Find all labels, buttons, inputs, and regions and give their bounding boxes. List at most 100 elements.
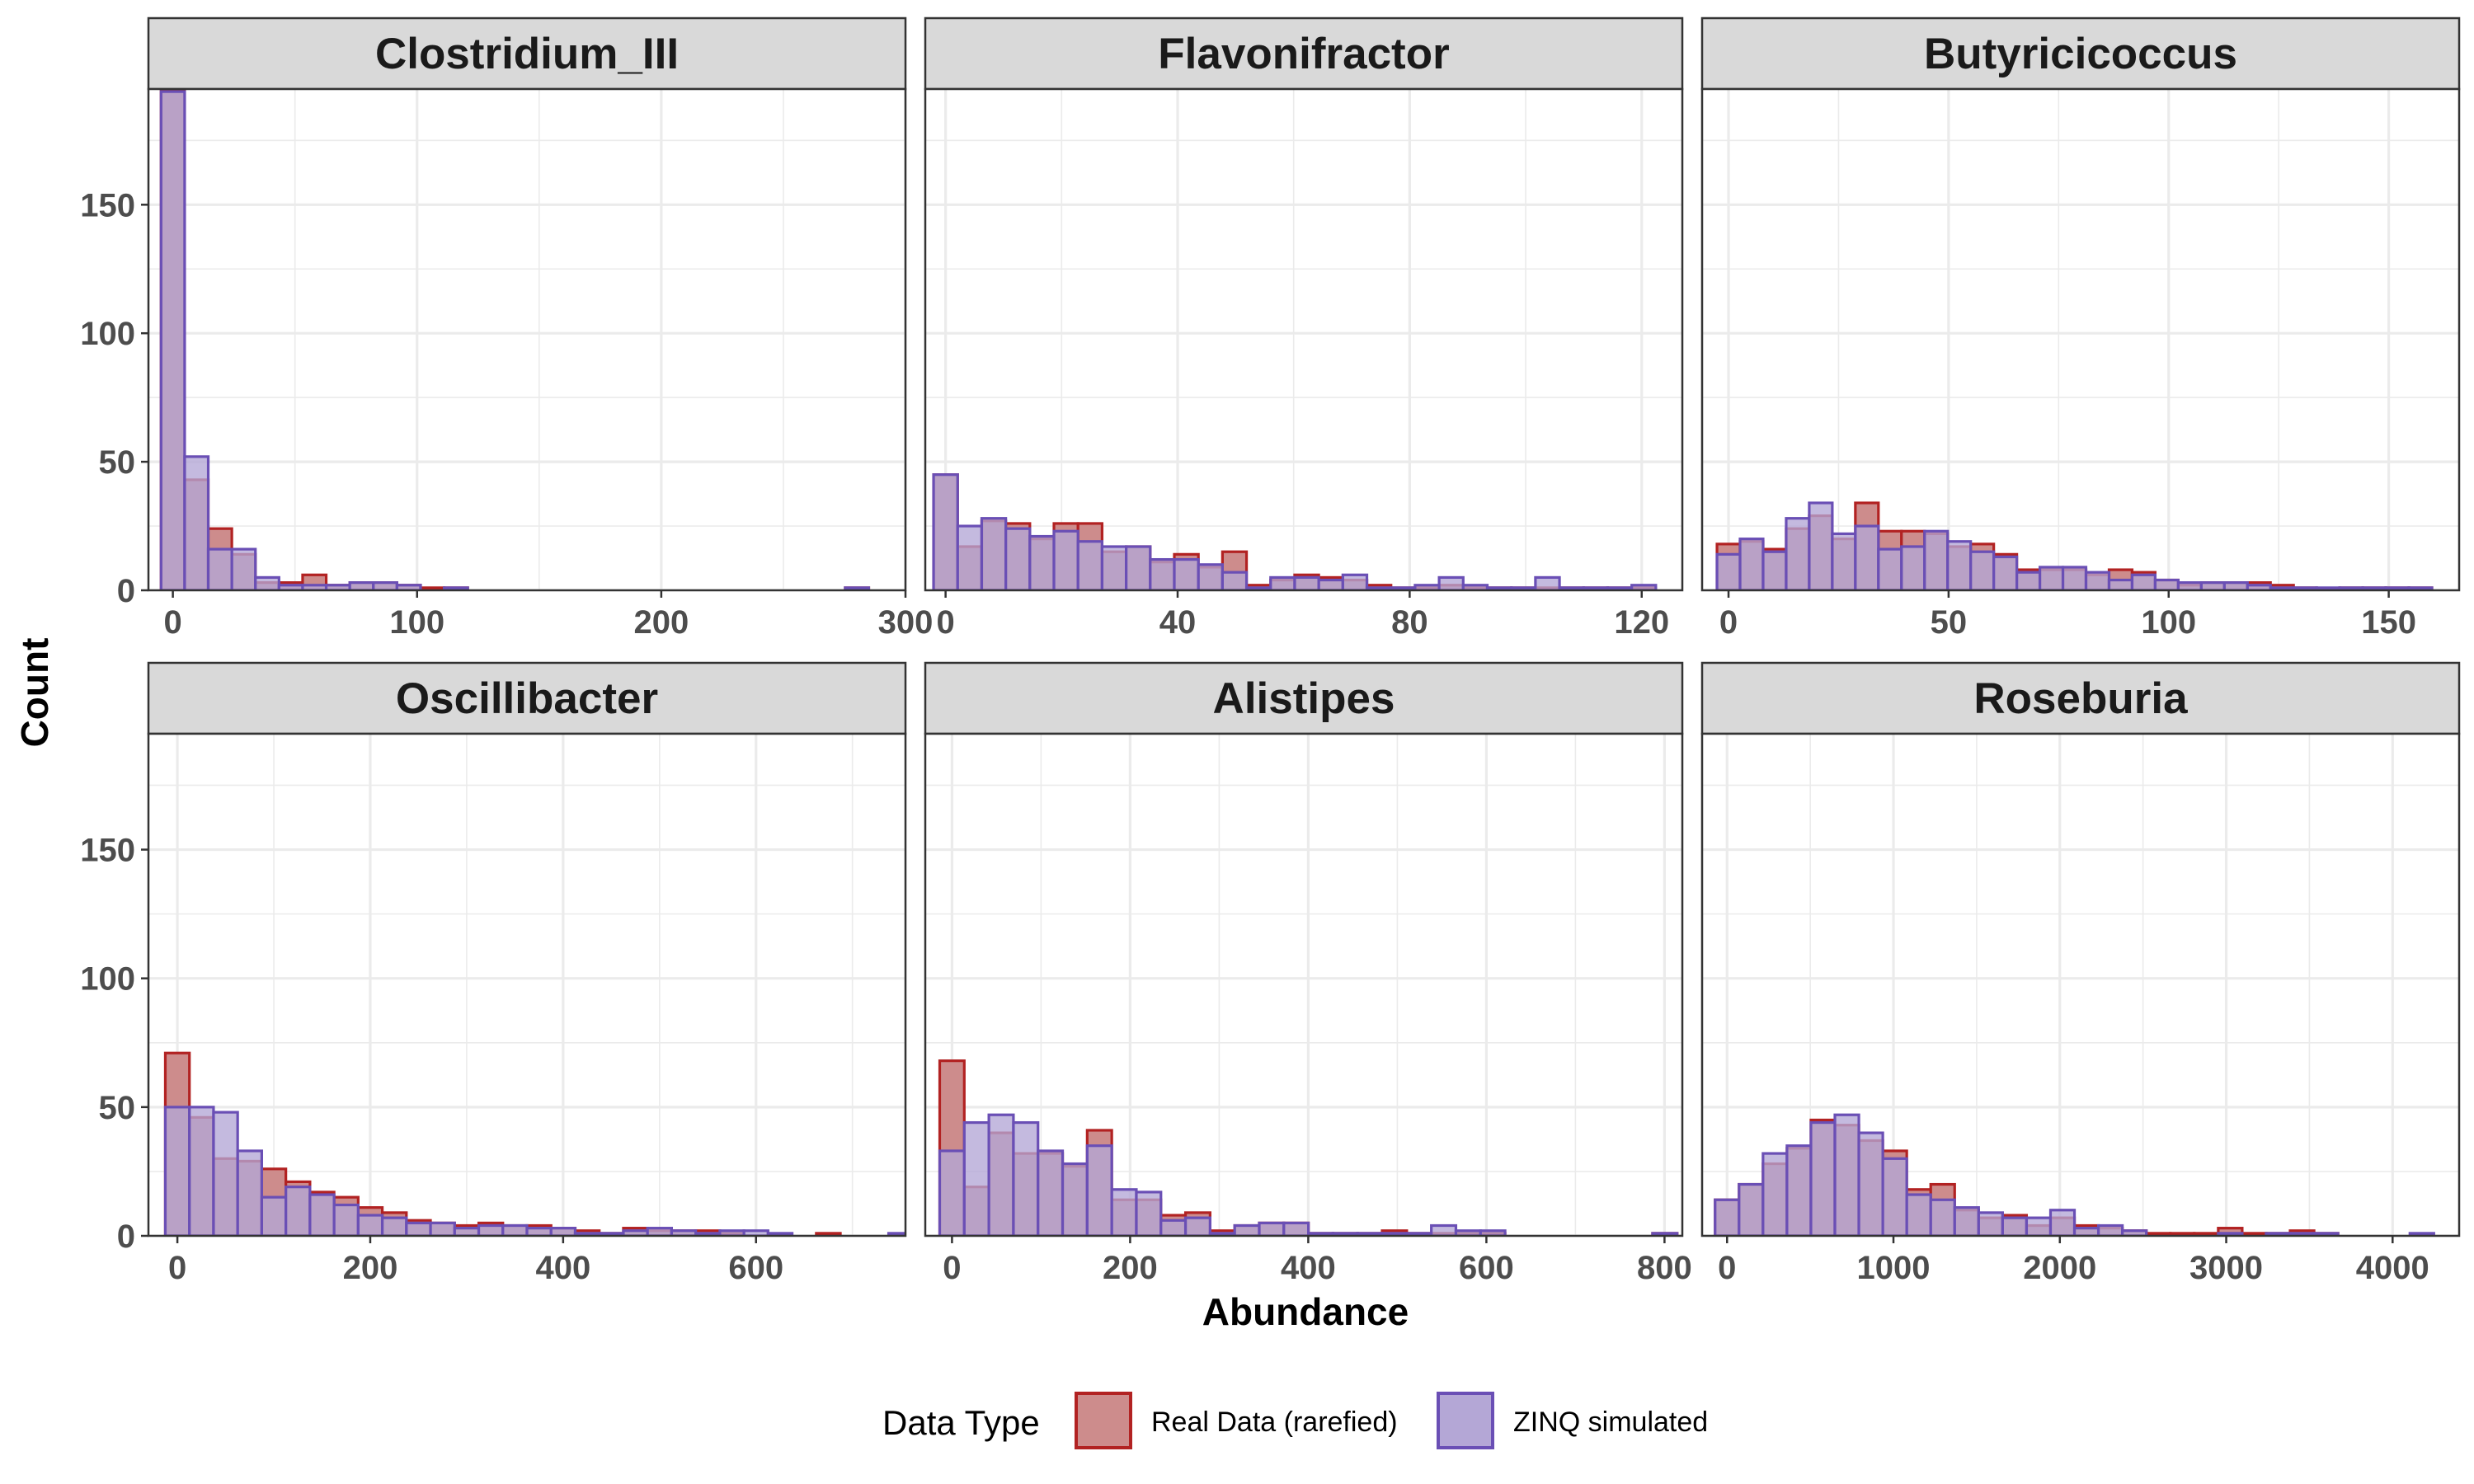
facet-panel: Oscillibacter 0 200 400 600 0 50 100 150 bbox=[80, 661, 907, 1286]
zinq-simulated-bar bbox=[2084, 571, 2111, 590]
panel-plot-area bbox=[1702, 89, 2459, 590]
x-tick-label: 0 bbox=[163, 604, 181, 641]
zinq-simulated-bar bbox=[962, 1120, 990, 1236]
zinq-simulated-bar bbox=[212, 1111, 239, 1236]
zinq-simulated-bar bbox=[1534, 575, 1561, 590]
zinq-simulated-bar bbox=[1037, 1149, 1065, 1236]
zinq-simulated-bar bbox=[1946, 540, 1973, 590]
y-tick-label: 50 bbox=[99, 1090, 136, 1126]
zinq-simulated-bars bbox=[159, 90, 871, 590]
zinq-simulated-bars bbox=[1714, 1113, 2435, 1236]
zinq-simulated-bar bbox=[1785, 517, 1811, 590]
zinq-simulated-bar bbox=[1833, 1113, 1860, 1236]
y-tick-label: 0 bbox=[117, 573, 135, 609]
zinq-simulated-bar bbox=[2107, 578, 2134, 590]
zinq-simulated-bar bbox=[1061, 1162, 1089, 1236]
zinq-simulated-bar bbox=[2176, 581, 2203, 590]
zinq-simulated-bar bbox=[2061, 566, 2088, 590]
zinq-simulated-bar bbox=[1282, 1221, 1310, 1236]
zinq-simulated-bar bbox=[2072, 1227, 2100, 1236]
zinq-simulated-bar bbox=[1341, 573, 1369, 590]
zinq-simulated-bar bbox=[372, 581, 398, 590]
zinq-simulated-bar bbox=[932, 473, 959, 590]
zinq-simulated-bar bbox=[2407, 586, 2434, 590]
legend-key-sim bbox=[1437, 1392, 1494, 1449]
zinq-simulated-bar bbox=[1028, 534, 1056, 590]
zinq-simulated-bar bbox=[938, 1149, 966, 1236]
zinq-simulated-bar bbox=[2038, 566, 2065, 590]
x-tick-label: 800 bbox=[1637, 1250, 1692, 1286]
zinq-simulated-bar bbox=[1738, 538, 1765, 590]
zinq-simulated-bar bbox=[1004, 527, 1032, 590]
x-tick-label: 600 bbox=[728, 1250, 783, 1286]
zinq-simulated-bar bbox=[1808, 501, 1834, 590]
zinq-simulated-bar bbox=[405, 1221, 432, 1236]
zinq-simulated-bar bbox=[766, 1232, 794, 1236]
zinq-simulated-bar bbox=[332, 1203, 360, 1236]
x-tick-label: 50 bbox=[1931, 604, 1968, 641]
zinq-simulated-bar bbox=[230, 547, 257, 590]
facet-panel: Flavonifractor 0 40 80 120 bbox=[924, 16, 1684, 641]
x-tick-label: 100 bbox=[389, 604, 444, 641]
gridlines bbox=[148, 734, 905, 1236]
panel-border bbox=[1700, 732, 2461, 1237]
zinq-simulated-bars bbox=[938, 1113, 1679, 1236]
zinq-simulated-bar bbox=[183, 455, 210, 590]
zinq-simulated-bar bbox=[1159, 1219, 1188, 1236]
x-tick-label: 120 bbox=[1614, 604, 1669, 641]
zinq-simulated-bar bbox=[1437, 575, 1465, 590]
zinq-simulated-bar bbox=[1149, 557, 1176, 590]
zinq-simulated-bar bbox=[1761, 1152, 1789, 1236]
panel-border bbox=[147, 87, 907, 592]
zinq-simulated-bar bbox=[1715, 552, 1742, 590]
zinq-simulated-bar bbox=[206, 547, 233, 590]
x-tick-label: 200 bbox=[1103, 1250, 1158, 1286]
y-tick-label: 100 bbox=[80, 316, 135, 352]
zinq-simulated-bar bbox=[159, 90, 186, 590]
zinq-simulated-bar bbox=[956, 524, 984, 590]
x-tick-label: 400 bbox=[1281, 1250, 1336, 1286]
panel-border bbox=[1700, 87, 2461, 592]
x-tick-label: 4000 bbox=[2356, 1250, 2429, 1286]
legend-key-real bbox=[1075, 1392, 1132, 1449]
zinq-simulated-bar bbox=[2408, 1232, 2435, 1236]
y-tick-label: 150 bbox=[80, 187, 135, 223]
zinq-simulated-bar bbox=[1135, 1190, 1163, 1236]
zinq-simulated-bar bbox=[844, 586, 871, 590]
zinq-simulated-bar bbox=[2015, 571, 2042, 590]
facet-panel: Roseburia 0 1000 2000 3000 4000 bbox=[1700, 661, 2461, 1286]
zinq-simulated-bar bbox=[887, 1232, 905, 1236]
zinq-simulated-bar bbox=[1857, 1131, 1884, 1236]
x-tick-label: 300 bbox=[878, 604, 934, 641]
panel-plot-area bbox=[148, 89, 905, 590]
zinq-simulated-bar bbox=[2121, 1229, 2148, 1236]
zinq-simulated-bar bbox=[2222, 581, 2249, 590]
real-data-bar bbox=[815, 1232, 842, 1236]
zinq-simulated-bar bbox=[1110, 1188, 1138, 1236]
zinq-simulated-bar bbox=[1905, 1193, 1932, 1236]
facet-strip-title: Clostridium_III bbox=[375, 30, 679, 78]
zinq-simulated-bars bbox=[1715, 501, 2434, 590]
zinq-simulated-bar bbox=[188, 1106, 215, 1236]
x-axis-title: Abundance bbox=[1202, 1290, 1409, 1333]
zinq-simulated-bar bbox=[2217, 1232, 2244, 1236]
y-tick-label: 150 bbox=[80, 833, 135, 869]
facet-panel: Clostridium_III 0 100 200 300 0 50 100 150 bbox=[80, 16, 934, 641]
zinq-simulated-bar bbox=[987, 1113, 1015, 1236]
panel-background bbox=[148, 89, 905, 590]
x-tick-label: 40 bbox=[1159, 604, 1197, 641]
facet-panel: Butyricicoccus 0 50 100 150 bbox=[1700, 16, 2461, 641]
facet-strip bbox=[147, 16, 907, 91]
zinq-simulated-bar bbox=[1761, 550, 1788, 590]
x-tick-label: 1000 bbox=[1857, 1250, 1931, 1286]
zinq-simulated-bar bbox=[1877, 547, 1903, 590]
zinq-simulated-bar bbox=[1923, 529, 1950, 590]
zinq-simulated-bar bbox=[1100, 545, 1128, 590]
panel-plot-area bbox=[925, 89, 1682, 590]
zinq-simulated-bar bbox=[1953, 1206, 1980, 1236]
zinq-simulated-bar bbox=[254, 575, 280, 590]
x-tick-label: 200 bbox=[343, 1250, 398, 1286]
panel-border bbox=[924, 732, 1684, 1237]
x-tick-label: 80 bbox=[1391, 604, 1428, 641]
